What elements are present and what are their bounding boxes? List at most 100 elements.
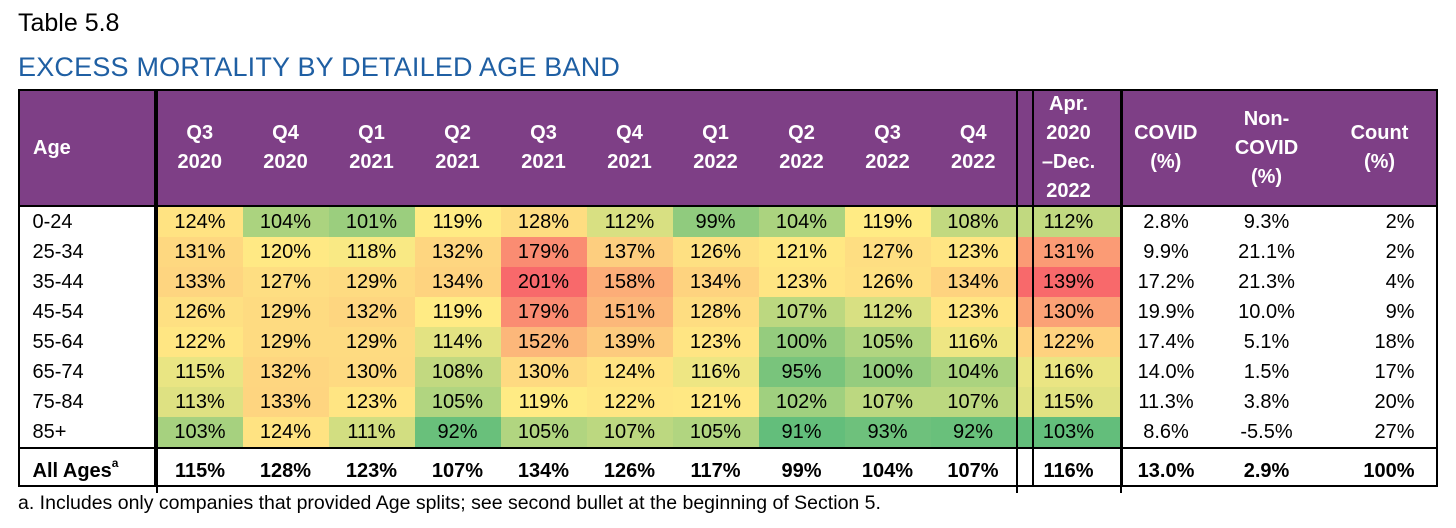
quarter-value-cell: 133%	[155, 267, 243, 297]
covid-cell: 17.2%	[1119, 267, 1211, 297]
quarter-value-cell: 127%	[844, 237, 931, 267]
header-quarter-line: 2020	[263, 151, 308, 173]
period-value-cell: 131%	[1015, 237, 1121, 267]
age-band-cell: 85+	[19, 417, 157, 448]
header-row: Age Q3 2020 Q4 2020 Q1 2021 Q2 2021 Q3 2021 Q4 2021 Q…	[18, 89, 1437, 207]
quarter-value-cell: 92%	[930, 417, 1017, 448]
quarter-value-cell: 121%	[758, 237, 845, 267]
header-quarter-line: 2022	[951, 151, 996, 173]
quarter-value-cell: 134%	[672, 267, 759, 297]
header-quarter: Q3 2022	[844, 89, 931, 207]
header-count-line: (%)	[1363, 151, 1396, 173]
header-quarter: Q4 2022	[930, 89, 1017, 207]
header-quarter-line: 2021	[607, 151, 652, 173]
age-band-label: 55-64	[32, 330, 84, 353]
header-noncovid-line: COVID	[1234, 136, 1299, 159]
quarter-value-cell: 132%	[328, 297, 415, 327]
quarter-value-cell: 129%	[242, 327, 329, 357]
age-band-cell: 75-84	[19, 387, 157, 417]
age-band-label: 0-24	[32, 210, 73, 233]
period-value-cell: 103%	[1015, 417, 1121, 448]
count-cell: 2%	[1322, 237, 1437, 267]
period-value-cell: 112%	[1015, 207, 1121, 237]
header-noncovid: Non- COVID (%)	[1210, 89, 1323, 207]
quarter-value-cell: 113%	[155, 387, 243, 417]
quarter-value-cell: 107%	[586, 417, 673, 448]
quarter-value-cell: 124%	[586, 357, 673, 387]
header-quarter: Q1 2021	[328, 89, 415, 207]
excess-mortality-table: Age Q3 2020 Q4 2020 Q1 2021 Q2 2021 Q3 2021 Q4 2021 Q…	[18, 89, 1437, 493]
header-quarter-line: Q1	[702, 122, 729, 144]
table-row: 85+ 103% 124% 111% 92% 105% 107% 105% 91% 93% 92% 1…	[19, 417, 1437, 448]
period-value-cell: 116%	[1015, 357, 1121, 387]
covid-cell: 11.3%	[1119, 387, 1211, 417]
quarter-value-cell: 120%	[242, 237, 329, 267]
noncovid-cell: 21.3%	[1210, 267, 1323, 297]
quarter-value-cell: 124%	[242, 417, 329, 448]
quarter-value-cell: 119%	[844, 207, 931, 237]
quarter-value-cell: 102%	[758, 387, 845, 417]
quarter-value-cell: 126%	[155, 297, 243, 327]
quarter-value-cell: 133%	[242, 387, 329, 417]
footnote-marker: a	[111, 455, 119, 470]
quarter-value-cell: 105%	[672, 417, 759, 448]
quarter-value-cell: 128%	[500, 207, 587, 237]
quarter-value-cell: 129%	[242, 297, 329, 327]
age-band-label: 85+	[32, 420, 67, 443]
header-covid: COVID (%)	[1119, 89, 1211, 207]
header-quarter-line: 2020	[177, 151, 223, 173]
quarter-value-cell: 119%	[414, 207, 501, 237]
header-quarter-line: Q2	[788, 122, 815, 144]
count-cell: 9%	[1322, 297, 1437, 327]
covid-cell: 2.8%	[1119, 207, 1211, 237]
noncovid-cell: 21.1%	[1210, 237, 1323, 267]
age-band-label: All Ages	[32, 459, 112, 482]
count-cell: 2%	[1322, 207, 1437, 237]
covid-cell: 13.0%	[1119, 447, 1211, 493]
quarter-value-cell: 92%	[414, 417, 501, 448]
quarter-value-cell: 108%	[414, 357, 501, 387]
table-row: 0-24 124% 104% 101% 119% 128% 112% 99% 104% 119% 1…	[19, 207, 1437, 237]
quarter-value-cell: 124%	[155, 207, 243, 237]
header-count-line: Count	[1350, 122, 1409, 144]
age-band-cell: 45-54	[19, 297, 157, 327]
quarter-value-cell: 107%	[414, 447, 501, 493]
quarter-value-cell: 93%	[844, 417, 931, 448]
covid-cell: 19.9%	[1119, 297, 1211, 327]
quarter-value-cell: 116%	[930, 327, 1017, 357]
header-quarter-line: 2022	[693, 151, 738, 173]
quarter-value-cell: 119%	[414, 297, 501, 327]
period-value-cell: 130%	[1015, 297, 1121, 327]
count-cell: 17%	[1322, 357, 1437, 387]
age-band-cell: 65-74	[19, 357, 157, 387]
quarter-value-cell: 123%	[758, 267, 845, 297]
quarter-value-cell: 105%	[844, 327, 931, 357]
age-band-label: 45-54	[32, 300, 84, 323]
quarter-value-cell: 107%	[844, 387, 931, 417]
footnote: a. Includes only companies that provided…	[18, 492, 881, 514]
header-noncovid-line: Non-	[1243, 107, 1290, 130]
header-covid-line: COVID	[1134, 122, 1198, 144]
header-quarter: Q3 2021	[500, 89, 587, 207]
quarter-value-cell: 112%	[586, 207, 673, 237]
age-band-label: 75-84	[32, 390, 84, 413]
header-quarter-line: Q1	[358, 122, 385, 144]
count-cell: 100%	[1322, 447, 1437, 493]
header-quarter-line: 2022	[865, 151, 910, 173]
table-row: 55-64 122% 129% 129% 114% 152% 139% 123% 100% 105…	[19, 327, 1437, 357]
age-band-cell: 25-34	[19, 237, 157, 267]
quarter-value-cell: 114%	[414, 327, 501, 357]
quarter-value-cell: 107%	[758, 297, 845, 327]
header-quarter-line: Q4	[616, 122, 643, 144]
header-quarter: Q2 2022	[758, 89, 845, 207]
count-cell: 27%	[1322, 417, 1437, 448]
quarter-value-cell: 104%	[844, 447, 931, 493]
quarter-value-cell: 158%	[586, 267, 673, 297]
age-band-label: 65-74	[32, 360, 84, 383]
noncovid-cell: 5.1%	[1210, 327, 1323, 357]
header-quarter: Q2 2021	[414, 89, 501, 207]
header-period-line: 2020	[1046, 122, 1091, 144]
age-band-label: 25-34	[32, 240, 84, 263]
quarter-value-cell: 116%	[672, 357, 759, 387]
quarter-value-cell: 152%	[500, 327, 587, 357]
